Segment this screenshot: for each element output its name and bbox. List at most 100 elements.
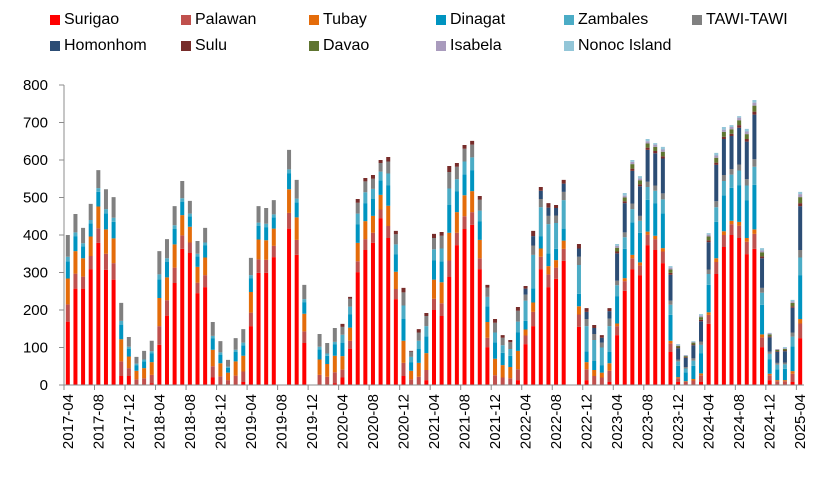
bar-segment bbox=[592, 325, 597, 328]
bar-segment bbox=[325, 343, 330, 354]
bar-segment bbox=[729, 174, 734, 188]
bar-segment bbox=[561, 248, 566, 261]
bar-segment bbox=[599, 365, 604, 373]
bar-segment bbox=[729, 129, 734, 134]
bar-segment bbox=[81, 288, 86, 385]
bar-segment bbox=[744, 131, 749, 135]
bar-segment bbox=[401, 376, 406, 385]
bar-segment bbox=[96, 228, 101, 243]
bar-segment bbox=[493, 319, 498, 323]
bar-segment bbox=[470, 212, 475, 225]
bar-segment bbox=[142, 368, 147, 379]
bar-segment bbox=[767, 380, 772, 385]
bar-segment bbox=[294, 198, 299, 203]
bar-segment bbox=[157, 251, 162, 275]
bar-segment bbox=[111, 217, 116, 222]
bar-segment bbox=[462, 145, 467, 149]
bar-segment bbox=[355, 213, 360, 225]
bar-segment bbox=[348, 340, 353, 349]
bar-segment bbox=[576, 293, 581, 307]
bar-segment bbox=[393, 299, 398, 385]
bar-segment bbox=[233, 361, 238, 376]
bar-segment bbox=[637, 232, 642, 263]
bar-segment bbox=[576, 265, 581, 294]
bar-segment bbox=[241, 382, 246, 385]
bar-segment bbox=[706, 236, 711, 241]
bar-segment bbox=[645, 149, 650, 182]
bar-segment bbox=[653, 190, 658, 204]
bar-segment bbox=[248, 292, 253, 313]
bar-segment bbox=[515, 350, 520, 370]
bar-segment bbox=[287, 189, 292, 213]
bar-segment bbox=[256, 226, 261, 240]
bar-segment bbox=[645, 234, 650, 246]
bar-segment bbox=[493, 358, 498, 376]
x-tick-label: 2022-12 bbox=[579, 394, 596, 449]
x-tick-label: 2024-08 bbox=[731, 394, 748, 449]
bar-segment bbox=[691, 360, 696, 366]
bar-segment bbox=[508, 378, 513, 385]
bar-segment bbox=[531, 302, 536, 312]
bar-segment bbox=[622, 232, 627, 238]
bar-segment bbox=[103, 189, 108, 210]
bar-segment bbox=[706, 323, 711, 385]
bar-segment bbox=[721, 181, 726, 196]
bar-segment bbox=[798, 250, 803, 258]
bar-segment bbox=[515, 369, 520, 381]
bar-segment bbox=[73, 214, 78, 233]
bar-segment bbox=[767, 359, 772, 374]
bar-segment bbox=[714, 201, 719, 208]
bar-segment bbox=[729, 136, 734, 169]
bar-segment bbox=[432, 298, 436, 310]
bar-segment bbox=[782, 350, 787, 352]
bar-segment bbox=[798, 191, 803, 195]
bar-segment bbox=[500, 365, 505, 378]
bar-segment bbox=[691, 341, 696, 343]
bar-segment bbox=[531, 236, 536, 246]
bar-segment bbox=[523, 335, 528, 345]
bar-segment bbox=[737, 117, 742, 121]
bar-segment bbox=[271, 217, 276, 229]
bar-segment bbox=[637, 178, 642, 181]
bar-segment bbox=[271, 228, 276, 246]
bar-segment bbox=[691, 344, 696, 346]
bar-segment bbox=[477, 258, 482, 270]
bar-segment bbox=[630, 254, 635, 259]
bar-segment bbox=[119, 376, 124, 385]
bar-segment bbox=[348, 314, 353, 328]
bar-segment bbox=[546, 266, 551, 275]
bar-segment bbox=[653, 203, 658, 236]
bar-segment bbox=[615, 296, 620, 324]
bar-segment bbox=[317, 349, 322, 360]
bar-segment bbox=[576, 314, 581, 327]
y-tick-label: 600 bbox=[23, 152, 48, 169]
bar-segment bbox=[424, 336, 429, 354]
bar-segment bbox=[447, 205, 452, 233]
bar-segment bbox=[439, 232, 444, 236]
bar-segment bbox=[409, 370, 414, 380]
bar-segment bbox=[210, 338, 215, 350]
bar-segment bbox=[554, 223, 559, 249]
bar-segment bbox=[241, 371, 246, 382]
bar-segment bbox=[554, 215, 559, 223]
bar-segment bbox=[561, 228, 566, 241]
bar-segment bbox=[790, 332, 795, 337]
bar-segment bbox=[485, 306, 490, 322]
bar-segment bbox=[432, 279, 436, 299]
bar-segment bbox=[500, 337, 505, 346]
bar-segment bbox=[676, 361, 681, 366]
bar-segment bbox=[88, 223, 93, 237]
bar-segment bbox=[599, 347, 604, 366]
bar-segment bbox=[424, 380, 429, 385]
bar-segment bbox=[676, 378, 681, 382]
bar-segment bbox=[195, 253, 200, 257]
bar-segment bbox=[172, 244, 177, 268]
bar-segment bbox=[653, 146, 658, 151]
x-tick-label: 2018-12 bbox=[212, 394, 229, 449]
bar-segment bbox=[355, 202, 360, 214]
bar-segment bbox=[729, 169, 734, 175]
bar-segment bbox=[790, 301, 795, 303]
bar-segment bbox=[271, 214, 276, 218]
bar-segment bbox=[798, 194, 803, 198]
bar-segment bbox=[546, 224, 551, 254]
